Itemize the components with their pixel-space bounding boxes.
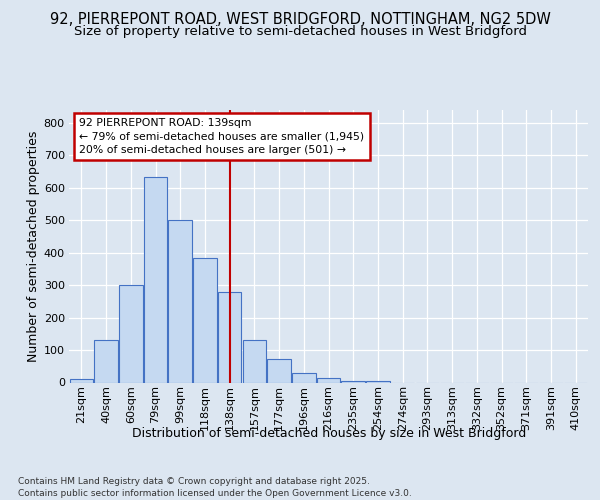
Bar xyxy=(70,380,93,382)
Bar xyxy=(193,258,217,382)
Bar xyxy=(169,220,192,382)
Text: Contains HM Land Registry data © Crown copyright and database right 2025.
Contai: Contains HM Land Registry data © Crown c… xyxy=(18,476,412,498)
Bar xyxy=(218,292,241,382)
Bar xyxy=(119,285,143,382)
Bar xyxy=(94,340,118,382)
Bar xyxy=(242,340,266,382)
Bar xyxy=(292,374,316,382)
Text: 92 PIERREPONT ROAD: 139sqm
← 79% of semi-detached houses are smaller (1,945)
20%: 92 PIERREPONT ROAD: 139sqm ← 79% of semi… xyxy=(79,118,365,154)
Y-axis label: Number of semi-detached properties: Number of semi-detached properties xyxy=(26,130,40,362)
Text: Size of property relative to semi-detached houses in West Bridgford: Size of property relative to semi-detach… xyxy=(74,25,527,38)
Text: 92, PIERREPONT ROAD, WEST BRIDGFORD, NOTTINGHAM, NG2 5DW: 92, PIERREPONT ROAD, WEST BRIDGFORD, NOT… xyxy=(50,12,550,28)
Bar xyxy=(144,176,167,382)
Bar xyxy=(268,359,291,382)
Bar xyxy=(341,380,365,382)
Bar xyxy=(366,381,389,382)
Text: Distribution of semi-detached houses by size in West Bridgford: Distribution of semi-detached houses by … xyxy=(131,428,526,440)
Bar xyxy=(317,378,340,382)
